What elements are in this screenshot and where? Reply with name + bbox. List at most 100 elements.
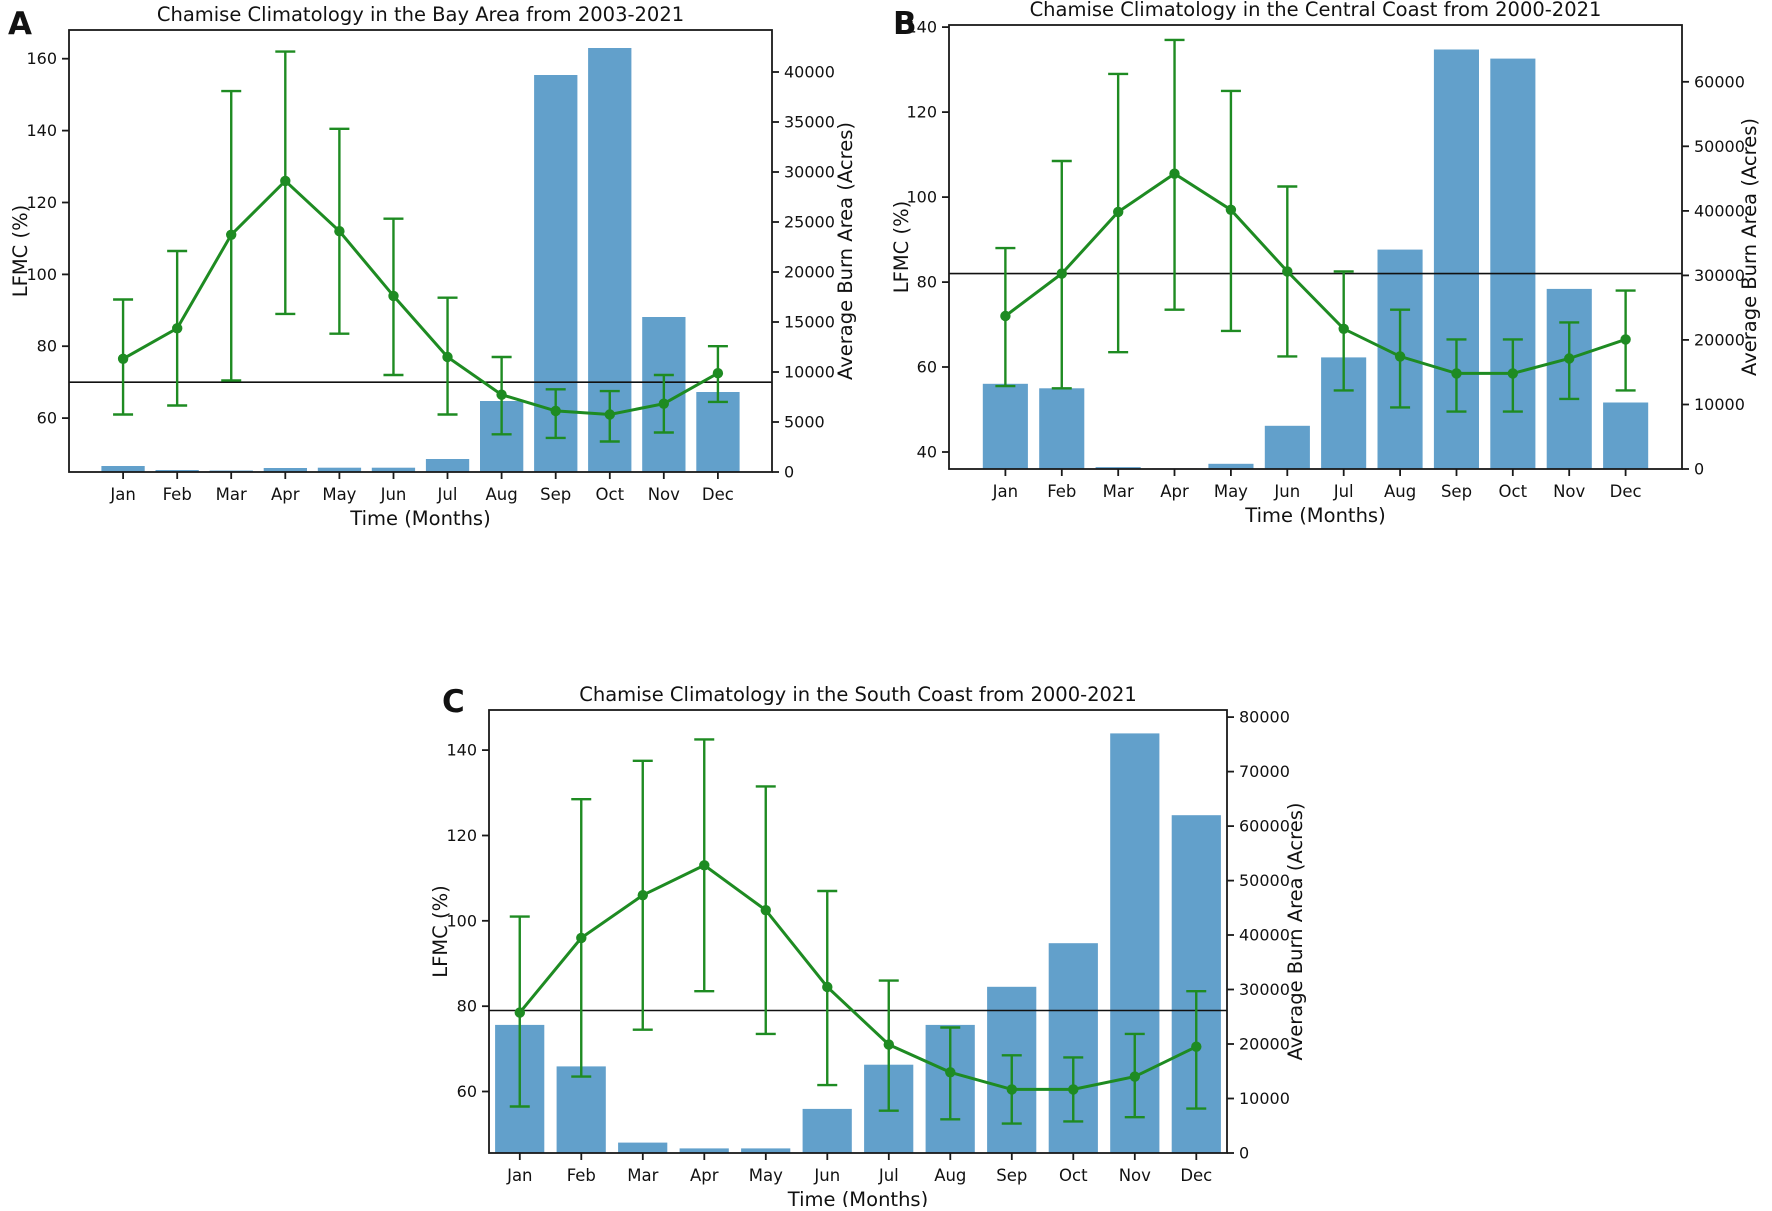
bar-b-may <box>1208 463 1254 469</box>
x-tick-label-a-dec: Dec <box>702 485 734 504</box>
panel-letter-a: A <box>8 6 32 42</box>
lfmc-axis-label-b: LFMC (%) <box>890 201 913 293</box>
lfmc-point-b-oct <box>1507 368 1519 379</box>
x-tick-label-b-aug: Aug <box>1384 482 1416 501</box>
right-tick-label-c: 50000 <box>1239 871 1290 890</box>
right-tick-label-c: 0 <box>1239 1144 1249 1163</box>
panel-letter-c: C <box>442 684 465 720</box>
x-tick-label-b-nov: Nov <box>1553 482 1585 501</box>
lfmc-point-a-oct <box>604 409 615 420</box>
right-tick-label-b: 20000 <box>1694 330 1745 349</box>
x-tick-label-a-jan: Jan <box>109 485 135 504</box>
right-tick-label-a: 30000 <box>784 163 835 182</box>
bar-c-jun <box>802 1108 852 1153</box>
panel-b: 40 60 80 100 120 140 0 10000 20000 30000 40000 5000… <box>890 0 1761 527</box>
right-tick-label-b: 50000 <box>1694 137 1745 156</box>
time-axis-label-b: Time (Months) <box>1244 504 1385 527</box>
lfmc-point-c-oct <box>1068 1084 1079 1095</box>
plot-frame-a <box>68 29 773 473</box>
x-tick-label-b-jun: Jun <box>1273 482 1300 501</box>
lfmc-point-c-may <box>760 905 771 916</box>
left-tick-label-b: 140 <box>906 18 937 37</box>
right-tick-label-a: 25000 <box>784 213 835 232</box>
bar-b-mar <box>1095 467 1141 469</box>
x-tick-label-b-jan: Jan <box>992 482 1018 501</box>
lfmc-point-b-feb <box>1056 268 1068 279</box>
lfmc-point-a-apr <box>280 175 291 187</box>
lfmc-point-b-jul <box>1338 323 1349 334</box>
x-tick-label-a-sep: Sep <box>540 485 571 504</box>
right-tick-label-a: 0 <box>784 463 794 482</box>
lfmc-point-a-dec <box>712 368 724 379</box>
right-tick-label-c: 40000 <box>1239 926 1290 945</box>
left-tick-label-b: 120 <box>906 103 937 122</box>
lfmc-point-b-dec <box>1620 334 1631 345</box>
right-tick-label-c: 10000 <box>1239 1089 1290 1108</box>
x-tick-label-c-mar: Mar <box>627 1166 658 1185</box>
lfmc-point-c-jul <box>883 1039 894 1050</box>
bar-b-jan <box>982 383 1028 469</box>
x-tick-label-c-oct: Oct <box>1059 1166 1088 1185</box>
bar-c-apr <box>679 1148 729 1153</box>
x-tick-label-a-aug: Aug <box>485 485 517 504</box>
x-tick-label-a-mar: Mar <box>216 485 247 504</box>
bar-a-jan <box>101 466 145 472</box>
lfmc-point-a-aug <box>496 389 507 400</box>
x-tick-label-c-nov: Nov <box>1119 1166 1151 1185</box>
x-tick-label-a-may: May <box>322 485 356 504</box>
lfmc-point-c-dec <box>1191 1041 1202 1052</box>
lfmc-point-a-may <box>334 226 345 237</box>
right-tick-label-c: 30000 <box>1239 980 1290 999</box>
lfmc-point-c-nov <box>1129 1071 1141 1082</box>
time-axis-label-a: Time (Months) <box>349 507 490 530</box>
left-tick-label-a: 120 <box>26 193 57 212</box>
x-tick-label-a-feb: Feb <box>163 485 192 504</box>
bar-a-feb <box>155 470 199 472</box>
x-tick-label-b-sep: Sep <box>1441 482 1472 501</box>
left-tick-label-c: 120 <box>446 826 477 845</box>
x-tick-label-c-jun: Jun <box>813 1166 840 1185</box>
left-tick-label-b: 100 <box>906 188 937 207</box>
time-axis-label-c: Time (Months) <box>787 1188 928 1207</box>
right-tick-label-c: 80000 <box>1239 708 1290 727</box>
lfmc-point-b-aug <box>1394 351 1406 362</box>
left-tick-label-c: 80 <box>457 997 477 1016</box>
lfmc-axis-label-a: LFMC (%) <box>9 205 32 297</box>
bar-a-jun <box>371 467 416 472</box>
right-tick-label-c: 70000 <box>1239 762 1290 781</box>
x-tick-label-b-dec: Dec <box>1610 482 1642 501</box>
burn-axis-label-c: Average Burn Area (Acres) <box>1284 803 1307 1061</box>
lfmc-point-b-nov <box>1564 353 1575 364</box>
x-tick-label-c-jul: Jul <box>878 1166 899 1185</box>
bar-a-jul <box>425 459 470 472</box>
right-tick-label-a: 15000 <box>784 313 835 332</box>
right-tick-label-b: 0 <box>1694 460 1704 479</box>
lfmc-axis-label-c: LFMC (%) <box>429 885 452 977</box>
x-tick-label-a-nov: Nov <box>648 485 680 504</box>
lfmc-point-c-aug <box>945 1067 956 1078</box>
right-tick-label-a: 20000 <box>784 263 835 282</box>
x-tick-label-c-apr: Apr <box>690 1166 719 1185</box>
lfmc-point-c-mar <box>637 890 648 901</box>
x-tick-label-c-may: May <box>749 1166 783 1185</box>
lfmc-point-a-jul <box>442 351 453 363</box>
lfmc-point-a-sep <box>550 405 561 417</box>
right-tick-label-a: 35000 <box>784 113 835 132</box>
x-tick-label-c-dec: Dec <box>1180 1166 1212 1185</box>
left-tick-label-a: 60 <box>37 409 57 428</box>
right-tick-label-a: 10000 <box>784 363 835 382</box>
bar-a-apr <box>263 468 307 472</box>
lfmc-point-c-sep <box>1006 1084 1017 1095</box>
plot-frame-c <box>488 709 1228 1154</box>
left-tick-label-a: 140 <box>26 121 57 140</box>
right-tick-label-c: 60000 <box>1239 817 1290 836</box>
lfmc-line-c <box>518 863 1197 1091</box>
lfmc-point-c-jun <box>822 981 833 993</box>
x-tick-label-a-jun: Jun <box>380 485 407 504</box>
right-tick-label-b: 60000 <box>1694 72 1745 91</box>
lfmc-point-b-may <box>1225 204 1237 215</box>
left-tick-label-b: 80 <box>917 273 937 292</box>
bar-a-dec <box>696 392 740 472</box>
